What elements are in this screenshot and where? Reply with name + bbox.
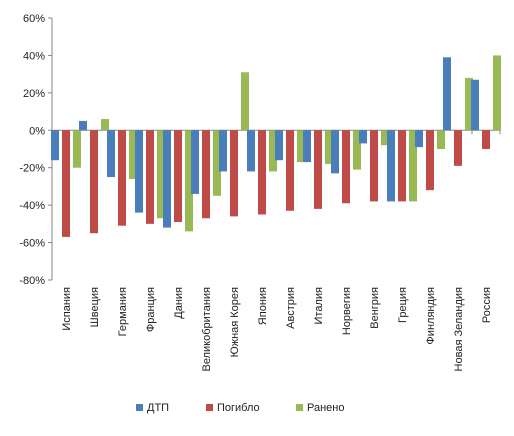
x-category-label: Россия: [481, 287, 493, 323]
bar: [51, 130, 59, 161]
y-tick-label: 40%: [23, 50, 45, 62]
bar: [135, 130, 143, 213]
bar: [247, 130, 255, 172]
bar: [174, 130, 182, 222]
bar: [107, 130, 115, 178]
x-category-label: Финляндия: [425, 287, 437, 345]
y-tick-label: -60%: [19, 238, 45, 250]
bar: [269, 130, 277, 172]
bar: [303, 130, 311, 163]
bar: [342, 130, 350, 204]
bar: [213, 130, 221, 196]
bar: [443, 57, 451, 131]
y-tick-label: -80%: [19, 275, 45, 287]
x-category-label: Италия: [313, 287, 325, 325]
bar: [79, 120, 87, 131]
bar: [381, 130, 389, 146]
y-tick-label: -20%: [19, 163, 45, 175]
bar: [101, 119, 109, 131]
x-category-label: Новая Зеландия: [453, 287, 465, 371]
legend-swatch: [296, 404, 303, 411]
chart-legend: ДТП Погибло Ранено: [136, 402, 344, 414]
bar: [325, 130, 333, 164]
bar: [73, 130, 81, 168]
bar: [398, 130, 406, 202]
x-category-label: Венгрия: [369, 287, 381, 329]
bar: [359, 130, 367, 144]
x-category-label: Южная Корея: [229, 287, 241, 357]
x-category-label: Япония: [257, 287, 269, 325]
bar: [230, 130, 238, 217]
x-category-label: Греция: [397, 287, 409, 323]
chart-labels: Испания Швеция Германия Франция Дания Великоб…: [61, 287, 493, 372]
bar: [163, 130, 171, 228]
bar: [482, 130, 490, 149]
bar: [275, 130, 283, 161]
bar: [185, 130, 193, 232]
bar: [157, 130, 165, 219]
legend-label: Погибло: [217, 402, 260, 414]
x-category-label: Великобритания: [201, 287, 213, 372]
bar: [191, 130, 199, 194]
x-category-label: Норвегия: [341, 287, 353, 335]
x-category-label: Дания: [173, 287, 185, 319]
bar: [241, 72, 249, 131]
bar: [146, 130, 154, 224]
legend-swatch: [136, 404, 143, 411]
legend-label: Ранено: [307, 402, 344, 414]
bar: [314, 130, 322, 209]
bar: [129, 130, 137, 179]
y-tick-label: 0%: [29, 125, 45, 137]
legend-label: ДТП: [147, 402, 169, 414]
x-category-label: Австрия: [285, 287, 297, 329]
bar: [454, 130, 462, 166]
bar: [62, 130, 70, 237]
chart-bars: [51, 55, 501, 237]
y-tick-label: 60%: [23, 13, 45, 25]
bar: [471, 79, 479, 131]
x-category-label: Франция: [145, 287, 157, 332]
bar: [426, 130, 434, 191]
bar: [415, 130, 423, 148]
bar: [331, 130, 339, 174]
y-tick-label: 20%: [23, 88, 45, 100]
x-category-label: Швеция: [89, 287, 101, 327]
x-category-label: Германия: [117, 287, 129, 336]
bar: [493, 55, 501, 131]
bar: [465, 77, 473, 131]
bar: [353, 130, 361, 170]
bar: [370, 130, 378, 202]
bar: [202, 130, 210, 219]
bar: [258, 130, 266, 215]
bar: [297, 130, 305, 163]
bar: [118, 130, 126, 226]
bar: [437, 130, 445, 149]
legend-swatch: [206, 404, 213, 411]
bar: [409, 130, 417, 202]
bar: [387, 130, 395, 202]
bar: [219, 130, 227, 172]
bar: [286, 130, 294, 211]
bar: [90, 130, 98, 234]
y-tick-label: -40%: [19, 200, 45, 212]
x-category-label: Испания: [61, 287, 73, 331]
